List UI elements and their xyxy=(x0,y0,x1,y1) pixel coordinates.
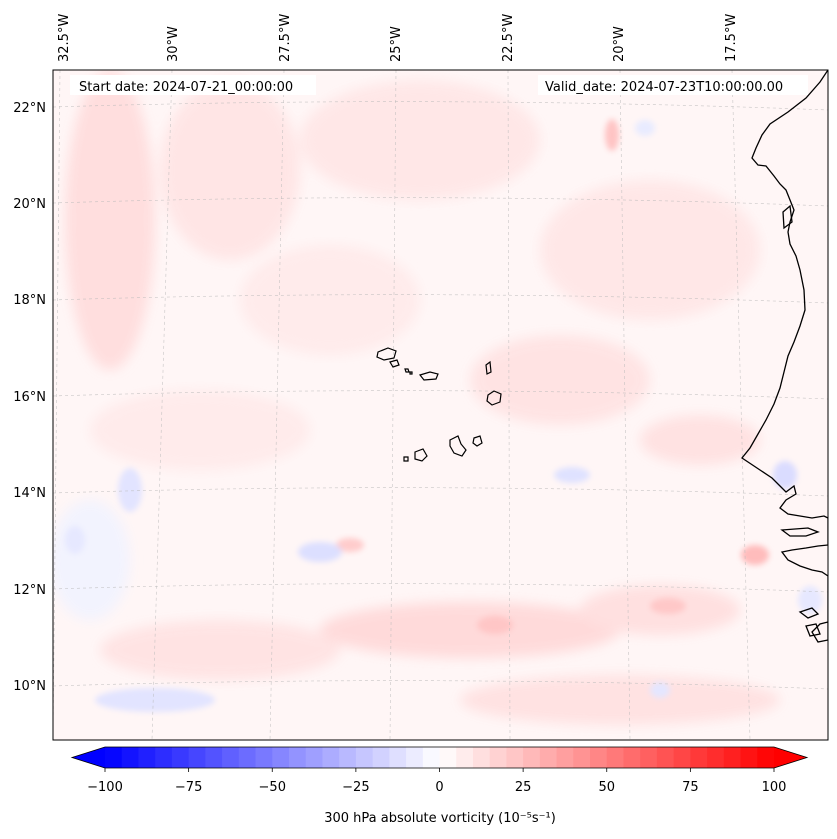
lon-label: 25°W xyxy=(389,26,404,62)
colorbar-segment xyxy=(288,747,307,768)
lon-label: 32.5°W xyxy=(57,14,72,62)
colorbar-segment xyxy=(305,747,324,768)
colorbar-tick-label: 0 xyxy=(435,780,443,795)
colorbar-segment xyxy=(222,747,240,768)
colorbar xyxy=(70,746,809,769)
colorbar-segment xyxy=(205,747,223,768)
colorbar-tick-label: 25 xyxy=(515,780,532,795)
colorbar-segment xyxy=(255,747,273,768)
colorbar-segment xyxy=(155,747,173,768)
colorbar-segment xyxy=(406,747,424,768)
colorbar-segment xyxy=(439,747,457,768)
coastline xyxy=(741,70,828,643)
colorbar-segment xyxy=(272,747,290,768)
colorbar-segment xyxy=(757,747,775,768)
vorticity-field xyxy=(53,70,828,740)
lat-label: 18°N xyxy=(13,293,46,308)
start-date-box xyxy=(70,75,316,95)
colorbar-tick-label: −25 xyxy=(342,780,369,795)
colorbar-segment xyxy=(606,747,625,768)
colorbar-segment xyxy=(523,747,541,768)
cabo-verde-islands xyxy=(376,347,502,462)
colorbar-segment xyxy=(590,747,608,768)
colorbar-segment xyxy=(121,747,140,768)
colorbar-min-extend xyxy=(72,747,105,768)
colorbar-segment xyxy=(472,747,491,768)
colorbar-segment xyxy=(623,747,641,768)
colorbar-segment xyxy=(640,747,658,768)
lat-label: 10°N xyxy=(13,679,46,694)
colorbar-segment xyxy=(188,747,206,768)
colorbar-max-extend xyxy=(774,747,807,768)
colorbar-segment xyxy=(656,747,675,768)
lon-label: 30°W xyxy=(166,26,181,62)
colorbar-segment xyxy=(506,747,524,768)
colorbar-segment xyxy=(539,747,558,768)
colorbar-ticks: −100 −75 −50 −25 0 25 50 75 100 xyxy=(87,768,786,795)
lon-label: 20°W xyxy=(612,26,627,62)
colorbar-tick-label: 50 xyxy=(598,780,615,795)
graticule xyxy=(53,70,828,740)
colorbar-segment xyxy=(556,747,574,768)
colorbar-segment xyxy=(322,747,340,768)
colorbar-segment xyxy=(105,747,123,768)
colorbar-segment xyxy=(138,747,156,768)
colorbar-segment xyxy=(389,747,407,768)
map-frame xyxy=(52,69,829,741)
lon-label: 22.5°W xyxy=(501,14,516,62)
colorbar-segment xyxy=(355,747,374,768)
colorbar-segment xyxy=(707,747,725,768)
colorbar-tick-label: 100 xyxy=(762,780,787,795)
colorbar-segment xyxy=(238,747,257,768)
colorbar-segment xyxy=(489,747,508,768)
colorbar-segment xyxy=(723,747,742,768)
colorbar-tick-label: −50 xyxy=(259,780,286,795)
colorbar-segment xyxy=(456,747,474,768)
colorbar-segment xyxy=(740,747,758,768)
lat-label: 16°N xyxy=(13,390,46,405)
colorbar-segment xyxy=(339,747,357,768)
start-date-label: Start date: 2024-07-21_00:00:00 xyxy=(79,80,293,95)
colorbar-tick-label: 75 xyxy=(682,780,699,795)
colorbar-segment xyxy=(690,747,708,768)
valid-date-box xyxy=(538,75,808,95)
colorbar-segment xyxy=(573,747,591,768)
lon-label: 27.5°W xyxy=(278,14,293,62)
lon-label: 17.5°W xyxy=(724,14,739,62)
lat-label: 20°N xyxy=(13,197,46,212)
valid-date-label: Valid_date: 2024-07-23T10:00:00.00 xyxy=(545,80,783,95)
lat-label: 22°N xyxy=(13,101,46,116)
colorbar-segment xyxy=(372,747,390,768)
lat-label: 14°N xyxy=(13,486,46,501)
colorbar-label: 300 hPa absolute vorticity (10⁻⁵s⁻¹) xyxy=(324,811,556,826)
lat-label: 12°N xyxy=(13,583,46,598)
colorbar-segment xyxy=(171,747,190,768)
colorbar-segment xyxy=(673,747,691,768)
colorbar-segment xyxy=(422,747,441,768)
colorbar-tick-label: −75 xyxy=(175,780,202,795)
colorbar-tick-label: −100 xyxy=(87,780,123,795)
longitude-labels: 32.5°W 30°W 27.5°W 25°W 22.5°W 20°W 17.5… xyxy=(57,14,739,62)
latitude-labels: 22°N 20°N 18°N 16°N 14°N 12°N 10°N xyxy=(13,101,46,694)
